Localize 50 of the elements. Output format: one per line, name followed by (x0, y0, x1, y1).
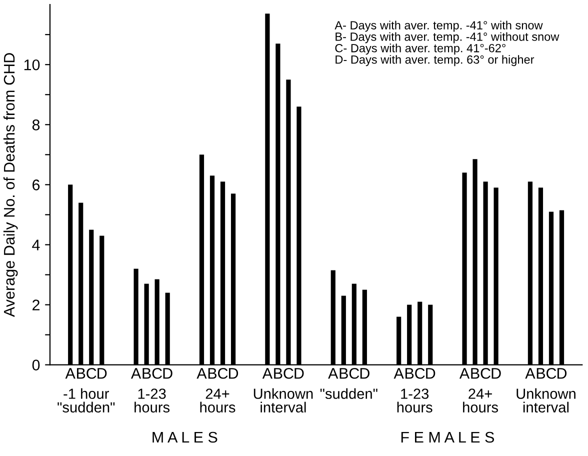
text: B (340, 368, 348, 379)
text: C (480, 368, 490, 379)
text: C (152, 368, 162, 379)
annotation: A- Days with aver. temp. -41° with snow B- Days with aver. temp. -41° without snow C- Days with aver. temp. 41°-62° D- Days with aver. temp. 63° or higher (334, 20, 560, 66)
text: D (557, 368, 567, 379)
y-tick-label: 8 (32, 120, 40, 130)
text: B (142, 368, 151, 379)
text: D (492, 368, 501, 379)
x-tick-label: -1 hour "sudden" (58, 388, 115, 413)
text: D (360, 368, 370, 379)
y-axis-title: Average Daily No. of Deaths from CHD (3, 53, 18, 317)
series-label: B (274, 368, 282, 379)
text: A (525, 368, 536, 379)
text: A (394, 368, 404, 379)
text: C (218, 368, 228, 379)
series-label: C (86, 368, 96, 379)
text: C (284, 368, 294, 379)
x-tick-label: 1-23 hours (397, 388, 432, 413)
text: B (405, 368, 414, 379)
y-tick-label: 4 (32, 240, 40, 250)
text: D (163, 368, 172, 379)
text: B (208, 368, 217, 379)
x-tick-label: 24+ hours (463, 388, 498, 413)
text: F E M A L E S (401, 432, 494, 443)
x-tick-label: 1-23 hours (134, 388, 170, 413)
text: A (65, 368, 76, 379)
x-tick-label: 24+ hours (200, 388, 236, 413)
text: A (196, 368, 207, 379)
x-tick-label: Unknown interval (516, 388, 576, 413)
text: M A L E S (152, 432, 218, 443)
text: A (459, 368, 470, 379)
text: D (98, 368, 107, 379)
text: D (294, 368, 304, 379)
text: A (328, 368, 338, 379)
text: B (536, 368, 546, 379)
text: D (229, 368, 238, 379)
x-tick-label: "sudden" (320, 388, 378, 399)
series-label: A (130, 368, 142, 379)
text: B (77, 368, 86, 379)
text: C (415, 368, 425, 379)
y-tick-label: 6 (32, 180, 40, 190)
text: C (349, 368, 360, 379)
y-tick-label: 0 (32, 360, 40, 370)
y-tick-label: 2 (32, 300, 40, 310)
series-label: D (426, 368, 436, 379)
x-tick-label: Unknown interval (254, 388, 313, 413)
text: B (471, 368, 480, 379)
text: A (262, 368, 272, 379)
y-tick-label: 10 (24, 59, 40, 70)
text: C (546, 368, 556, 379)
